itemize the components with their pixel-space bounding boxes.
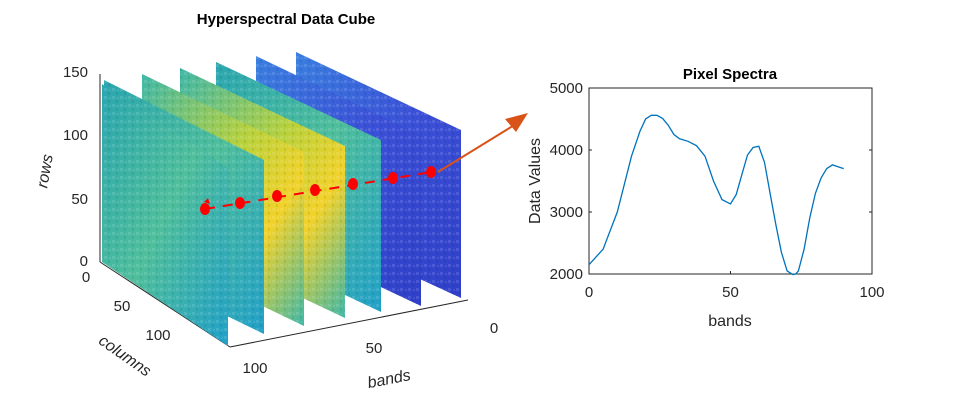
cube-title: Hyperspectral Data Cube (197, 11, 375, 28)
columns-tick-50: 50 (114, 298, 131, 315)
pixel-marker-5 (348, 178, 358, 190)
pixel-marker-4 (310, 184, 320, 196)
x-tick-label: 0 (585, 284, 593, 301)
rows-axis-label: rows (34, 153, 57, 189)
arrow-head (505, 113, 528, 132)
arrow-to-spectra (437, 113, 528, 173)
band-slice-1-texture (102, 84, 228, 346)
y-tick-label: 2000 (550, 266, 583, 283)
arrow-shaft (437, 123, 517, 173)
spectra-line (588, 114, 844, 276)
columns-tick-100: 100 (145, 327, 170, 344)
bands-tick-50: 50 (366, 340, 383, 357)
x-axis-label: bands (708, 313, 752, 330)
pixel-marker-3 (272, 190, 282, 202)
pixel-marker-6 (388, 172, 398, 184)
rows-tick-50: 50 (71, 191, 88, 208)
cube-slices (102, 52, 461, 346)
y-axis-label: Data Values (527, 138, 544, 224)
bands-tick-100: 100 (242, 360, 267, 377)
data-cube-panel: Hyperspectral Data Cube 0 50 100 150 row… (34, 11, 528, 392)
pixel-spectra-chart: Pixel Spectra 0 50 100 2000 3000 4000 5000 ban… (527, 66, 885, 330)
rows-tick-150: 150 (63, 64, 88, 81)
columns-tick-0: 0 (82, 269, 90, 286)
pixel-marker-1 (200, 198, 210, 215)
pixel-markers (200, 166, 436, 215)
y-tick-label: 3000 (550, 204, 583, 221)
rows-tick-100: 100 (63, 127, 88, 144)
bands-axis-label: bands (366, 367, 412, 392)
pixel-marker-7 (426, 166, 436, 178)
x-tick-label: 100 (859, 284, 884, 301)
x-tick-label: 50 (722, 284, 739, 301)
bands-axis-line (229, 299, 469, 348)
y-tick-label: 4000 (550, 142, 583, 159)
plot-area (588, 87, 873, 275)
axis-ticks: 0 50 100 2000 3000 4000 5000 (550, 80, 885, 301)
pixel-marker-2 (235, 197, 245, 209)
bands-tick-0: 0 (490, 320, 498, 337)
chart-title: Pixel Spectra (683, 66, 778, 83)
rows-tick-0: 0 (80, 253, 88, 270)
y-tick-label: 5000 (550, 80, 583, 97)
